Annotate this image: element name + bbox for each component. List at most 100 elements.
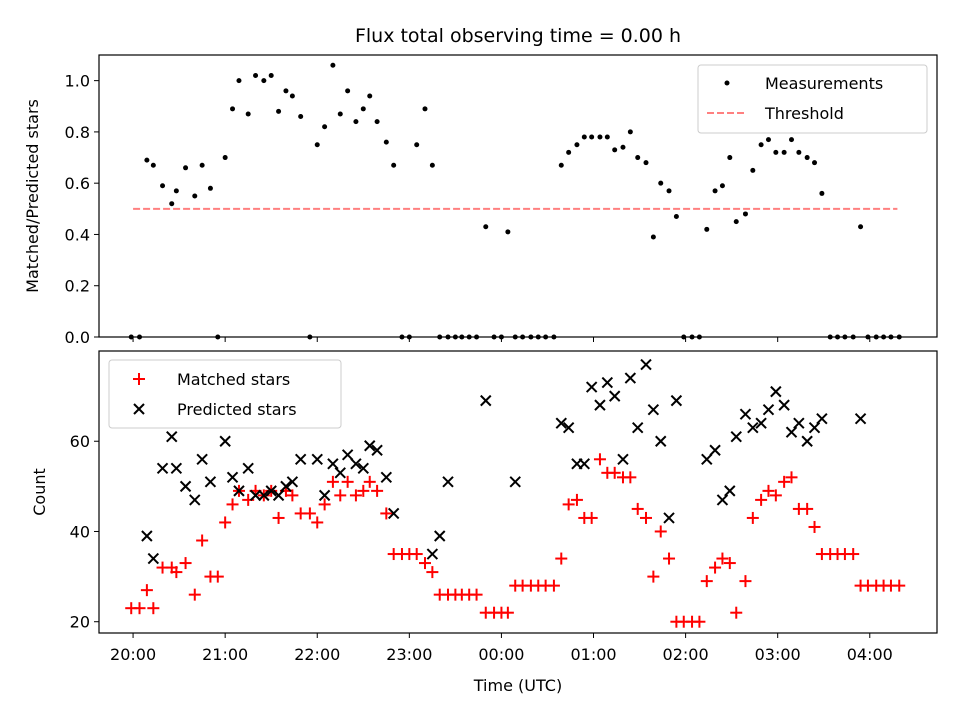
predicted-point [442, 476, 454, 488]
bottom-y-tick-label: 20 [70, 613, 90, 632]
bottom-x-tick-label: 02:00 [663, 645, 709, 664]
matched-point [709, 561, 722, 574]
measurement-point [345, 88, 351, 94]
predicted-point [166, 431, 178, 443]
top-legend-box [697, 64, 928, 134]
measurement-point [597, 134, 603, 140]
predicted-point [311, 453, 323, 465]
bottom-x-tick-label: 20:00 [110, 645, 156, 664]
measurement-point [268, 73, 274, 79]
predicted-point [793, 417, 805, 429]
predicted-point [617, 453, 629, 465]
matched-point [326, 475, 339, 488]
matched-point [501, 606, 514, 619]
predicted-point [578, 458, 591, 470]
measurement-point [804, 155, 810, 161]
predicted-point [747, 421, 759, 434]
predicted-point [647, 403, 660, 416]
predicted-point [350, 458, 362, 470]
measurement-point [322, 124, 328, 130]
measurement-point [712, 188, 718, 194]
predicted-point [280, 480, 292, 493]
matched-point [716, 552, 729, 565]
measurement-point [505, 229, 511, 235]
top-legend: Measurements Threshold [697, 64, 928, 134]
predicted-point [854, 412, 867, 425]
measurement-point [643, 160, 649, 166]
matched-point [723, 557, 736, 570]
top-y-tick-label: 1.0 [65, 72, 90, 91]
matched-point [140, 584, 153, 597]
matched-point [334, 489, 347, 502]
measurement-point [337, 111, 343, 117]
predicted-point [663, 512, 675, 524]
predicted-point [785, 426, 798, 438]
measurement-point [750, 167, 756, 173]
bottom-y-ticks: 20 40 60 [70, 432, 99, 632]
bottom-y-tick-label: 60 [70, 432, 90, 451]
matched-point [778, 475, 791, 488]
predicted-point [801, 435, 813, 447]
bottom-x-tick-label: 04:00 [847, 645, 893, 664]
measurement-point [261, 78, 267, 84]
measurement-point [558, 162, 564, 168]
predicted-point [670, 394, 683, 407]
top-y-tick-label: 0.6 [65, 174, 90, 193]
legend-measurements-label: Measurements [765, 74, 883, 93]
predicted-point [562, 421, 575, 434]
top-y-tick-label: 0.8 [65, 123, 90, 142]
measurement-point [650, 234, 656, 240]
top-y-ticks: 0.0 0.2 0.4 0.6 0.8 1.0 [65, 72, 99, 347]
predicted-point [156, 462, 169, 475]
measurement-point [604, 134, 610, 140]
top-y-tick-label: 0.0 [65, 328, 90, 347]
predicted-point [762, 403, 775, 416]
predicted-point [724, 485, 736, 497]
bottom-x-tick-label: 21:00 [202, 645, 248, 664]
predicted-point [778, 399, 790, 411]
measurement-point [422, 106, 428, 112]
predicted-point [170, 462, 183, 475]
predicted-point [730, 431, 742, 443]
top-y-axis-label: Matched/Predicted stars [23, 99, 42, 293]
matched-point [593, 453, 606, 466]
matched-point [179, 557, 192, 570]
predicted-point [258, 489, 270, 502]
measurement-point [796, 149, 802, 155]
measurement-point [733, 219, 739, 225]
measurement-point [765, 137, 771, 143]
matched-point [133, 602, 146, 615]
matched-point [755, 493, 768, 506]
predicted-point [808, 421, 821, 434]
top-x-ticks [132, 337, 871, 342]
measurement-point [199, 162, 205, 168]
measurement-point [236, 78, 242, 84]
measurement-point [298, 114, 304, 120]
predicted-point [357, 462, 369, 475]
measurement-point [789, 137, 795, 143]
matched-point [693, 615, 706, 628]
matched-point [272, 511, 285, 524]
matched-point [624, 471, 637, 484]
legend-matched-marker [133, 373, 145, 385]
predicted-point [141, 530, 153, 542]
matched-point [762, 484, 775, 497]
measurement-point [566, 149, 572, 155]
matched-point [380, 507, 393, 520]
predicted-point [608, 390, 621, 402]
legend-threshold-label: Threshold [764, 104, 844, 123]
measurement-point [367, 93, 373, 99]
matched-point [147, 602, 160, 615]
matched-point [640, 511, 653, 524]
measurement-point [169, 201, 175, 207]
measurement-point [183, 165, 189, 171]
measurement-point [812, 160, 818, 166]
matched-point [341, 475, 354, 488]
predicted-point [147, 552, 160, 565]
predicted-point [189, 494, 201, 506]
measurement-point [353, 119, 359, 125]
matched-point [647, 570, 660, 583]
measurement-point [207, 185, 213, 191]
bottom-x-ticks: 20:00 21:00 22:00 23:00 00:00 01:00 02:00 03:00… [110, 633, 893, 664]
